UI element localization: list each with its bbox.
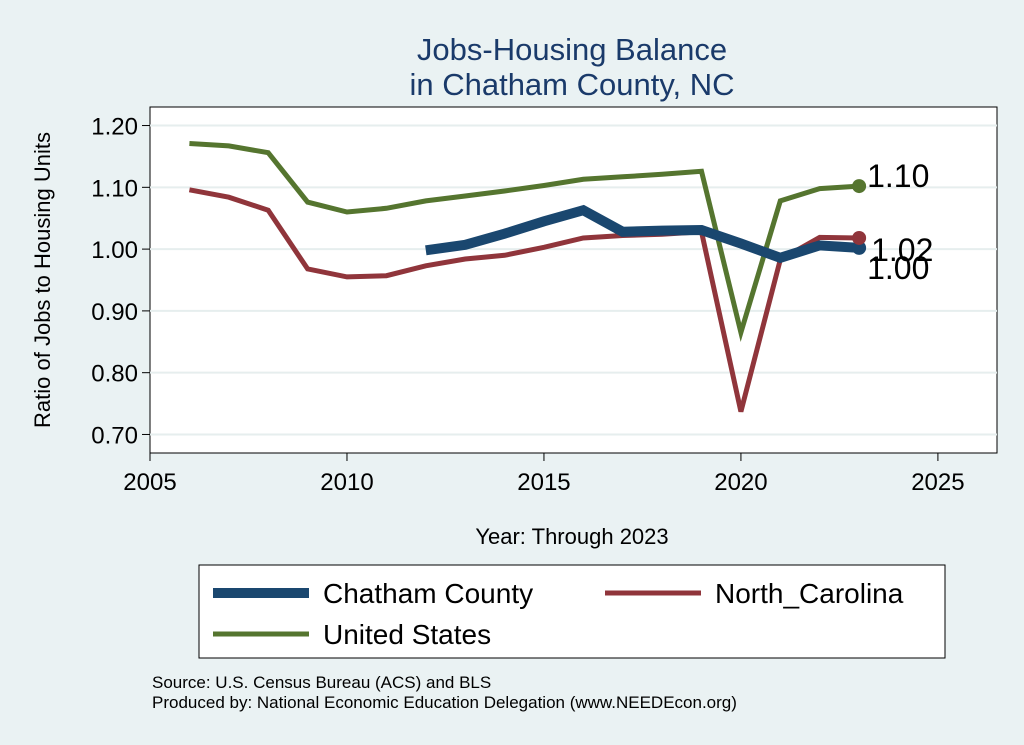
legend-label: United States	[323, 619, 491, 650]
y-axis-ticks: 0.70 0.80 0.90 1.00 1.10 1.20	[91, 114, 150, 449]
chart-title-line-2: in Chatham County, NC	[409, 67, 734, 102]
x-axis-ticks: 2005 2010 2015 2020 2025	[123, 453, 965, 496]
x-axis-label: Year: Through 2023	[475, 524, 668, 549]
source-note: Source: U.S. Census Bureau (ACS) and BLS	[152, 673, 491, 692]
y-axis-label: Ratio of Jobs to Housing Units	[30, 132, 55, 428]
x-tick-label: 2020	[714, 469, 767, 496]
series-end-label: 1.10	[867, 158, 929, 194]
legend-label: North_Carolina	[715, 578, 904, 609]
plot-area	[149, 106, 998, 454]
x-tick-label: 2015	[517, 469, 570, 496]
y-tick-label: 0.80	[91, 361, 138, 388]
legend: Chatham County North_Carolina United State…	[198, 564, 946, 659]
series-end-points: 1.001.02 1.10	[852, 158, 933, 286]
series-line-chatham-county	[425, 204, 860, 264]
chart-title-line-1: Jobs-Housing Balance	[417, 32, 727, 67]
legend-box	[198, 564, 946, 659]
series-end-marker	[852, 179, 867, 194]
y-tick-label: 1.10	[91, 175, 138, 202]
series-lines	[188, 141, 860, 413]
series-end-marker	[852, 240, 867, 255]
producer-note: Produced by: National Economic Education…	[152, 693, 737, 712]
series-line-north-carolina	[188, 187, 860, 413]
y-tick-label: 0.90	[91, 299, 138, 326]
legend-label: Chatham County	[323, 578, 533, 609]
series-end-label: 1.02	[871, 232, 933, 268]
series-end-marker	[852, 230, 867, 245]
y-tick-label: 0.70	[91, 422, 138, 449]
x-tick-label: 2025	[911, 469, 964, 496]
y-tick-label: 1.00	[91, 237, 138, 264]
x-tick-label: 2010	[320, 469, 373, 496]
series-end-label: 1.00	[867, 250, 929, 286]
series-line-united-states	[189, 141, 860, 343]
x-tick-label: 2005	[123, 469, 176, 496]
y-tick-label: 1.20	[91, 114, 138, 141]
